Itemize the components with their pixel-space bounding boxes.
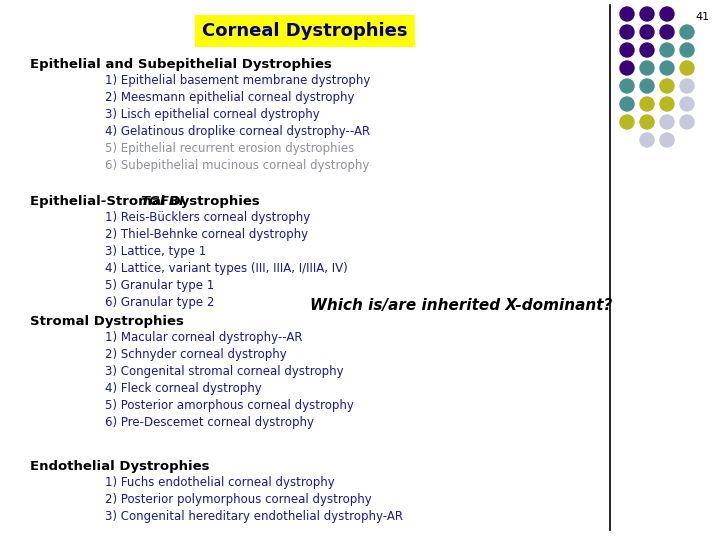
Circle shape <box>680 115 694 129</box>
Text: 1) Epithelial basement membrane dystrophy: 1) Epithelial basement membrane dystroph… <box>105 74 370 87</box>
Text: 4) Fleck corneal dystrophy: 4) Fleck corneal dystrophy <box>105 382 262 395</box>
Circle shape <box>680 97 694 111</box>
Circle shape <box>660 133 674 147</box>
Circle shape <box>620 43 634 57</box>
Circle shape <box>640 25 654 39</box>
Text: 4) Lattice, variant types (III, IIIA, I/IIIA, IV): 4) Lattice, variant types (III, IIIA, I/… <box>105 262 348 275</box>
Circle shape <box>660 43 674 57</box>
Text: 3) Congenital hereditary endothelial dystrophy-AR: 3) Congenital hereditary endothelial dys… <box>105 510 403 523</box>
Text: 5) Posterior amorphous corneal dystrophy: 5) Posterior amorphous corneal dystrophy <box>105 399 354 412</box>
Text: 6) Pre-Descemet corneal dystrophy: 6) Pre-Descemet corneal dystrophy <box>105 416 314 429</box>
Circle shape <box>660 7 674 21</box>
Circle shape <box>660 79 674 93</box>
Text: TGFBI: TGFBI <box>140 195 184 208</box>
Text: 1) Macular corneal dystrophy--AR: 1) Macular corneal dystrophy--AR <box>105 331 302 344</box>
Circle shape <box>620 115 634 129</box>
Text: 3) Congenital stromal corneal dystrophy: 3) Congenital stromal corneal dystrophy <box>105 365 343 378</box>
Text: Dystrophies: Dystrophies <box>165 195 260 208</box>
Text: Stromal Dystrophies: Stromal Dystrophies <box>30 315 184 328</box>
Circle shape <box>640 79 654 93</box>
Circle shape <box>640 115 654 129</box>
Circle shape <box>640 133 654 147</box>
Circle shape <box>620 61 634 75</box>
Text: 1) Reis-Bücklers corneal dystrophy: 1) Reis-Bücklers corneal dystrophy <box>105 211 310 224</box>
Circle shape <box>640 7 654 21</box>
Circle shape <box>660 97 674 111</box>
Text: 5) Epithelial recurrent erosion dystrophies: 5) Epithelial recurrent erosion dystroph… <box>105 142 354 155</box>
Circle shape <box>680 61 694 75</box>
Text: Which is/are inherited X-dominant?: Which is/are inherited X-dominant? <box>310 298 613 313</box>
Circle shape <box>660 61 674 75</box>
Text: Endothelial Dystrophies: Endothelial Dystrophies <box>30 460 210 473</box>
Text: 2) Posterior polymorphous corneal dystrophy: 2) Posterior polymorphous corneal dystro… <box>105 493 372 506</box>
Circle shape <box>620 79 634 93</box>
Text: 6) Granular type 2: 6) Granular type 2 <box>105 296 215 309</box>
Text: 1) Fuchs endothelial corneal dystrophy: 1) Fuchs endothelial corneal dystrophy <box>105 476 335 489</box>
Text: Corneal Dystrophies: Corneal Dystrophies <box>202 22 408 40</box>
Text: Epithelial-Stromal: Epithelial-Stromal <box>30 195 170 208</box>
Circle shape <box>620 97 634 111</box>
Circle shape <box>640 61 654 75</box>
Text: 41: 41 <box>696 12 710 22</box>
Text: 6) Subepithelial mucinous corneal dystrophy: 6) Subepithelial mucinous corneal dystro… <box>105 159 369 172</box>
Circle shape <box>660 25 674 39</box>
Circle shape <box>640 97 654 111</box>
Circle shape <box>660 115 674 129</box>
Text: 3) Lisch epithelial corneal dystrophy: 3) Lisch epithelial corneal dystrophy <box>105 108 320 121</box>
Text: 4) Gelatinous droplike corneal dystrophy--AR: 4) Gelatinous droplike corneal dystrophy… <box>105 125 370 138</box>
Circle shape <box>680 43 694 57</box>
Text: 2) Meesmann epithelial corneal dystrophy: 2) Meesmann epithelial corneal dystrophy <box>105 91 354 104</box>
Text: Epithelial and Subepithelial Dystrophies: Epithelial and Subepithelial Dystrophies <box>30 58 332 71</box>
Circle shape <box>620 25 634 39</box>
Text: 2) Schnyder corneal dystrophy: 2) Schnyder corneal dystrophy <box>105 348 287 361</box>
Circle shape <box>640 43 654 57</box>
Circle shape <box>620 7 634 21</box>
Circle shape <box>680 25 694 39</box>
Text: 2) Thiel-Behnke corneal dystrophy: 2) Thiel-Behnke corneal dystrophy <box>105 228 308 241</box>
Text: 3) Lattice, type 1: 3) Lattice, type 1 <box>105 245 206 258</box>
Text: 5) Granular type 1: 5) Granular type 1 <box>105 279 215 292</box>
Circle shape <box>680 79 694 93</box>
